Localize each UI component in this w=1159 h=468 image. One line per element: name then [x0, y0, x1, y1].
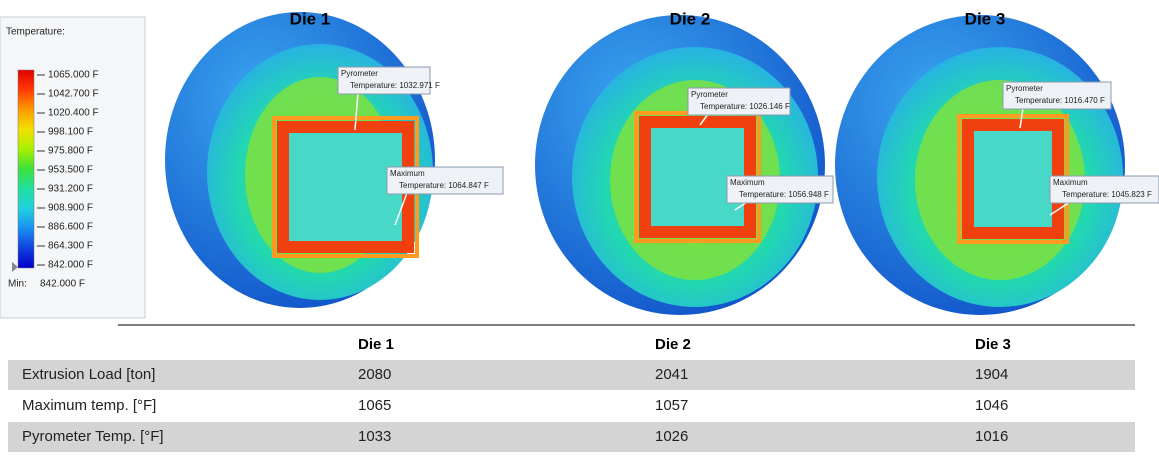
min-value: 842.000 F — [40, 279, 85, 290]
legend-label: 1020.400 F — [48, 108, 99, 119]
die-title: Die 2 — [670, 9, 711, 28]
die-frame — [968, 125, 1058, 233]
die-title: Die 3 — [965, 9, 1006, 28]
row-label: Pyrometer Temp. [°F] — [22, 428, 164, 445]
legend-label: 975.800 F — [48, 146, 93, 157]
cell: 1065 — [358, 397, 391, 414]
callout-value: Temperature: 1056.948 F — [739, 190, 829, 199]
legend-label: 908.900 F — [48, 203, 93, 214]
cell: 1057 — [655, 397, 688, 414]
cell: 2041 — [655, 366, 688, 383]
cell: 1904 — [975, 366, 1008, 383]
callout-value: Temperature: 1026.146 F — [700, 102, 790, 111]
callout-name: Pyrometer — [1006, 84, 1043, 93]
legend-label: 864.300 F — [48, 241, 93, 252]
legend-label: 953.500 F — [48, 165, 93, 176]
color-bar — [18, 70, 34, 268]
legend-label: 1065.000 F — [48, 70, 99, 81]
callout-name: Pyrometer — [341, 69, 378, 78]
callout-value: Temperature: 1064.847 F — [399, 181, 489, 190]
legend-title: Temperature: — [6, 27, 65, 38]
legend-label: 842.000 F — [48, 260, 93, 271]
legend-label: 931.200 F — [48, 184, 93, 195]
table-header: Die 2 — [655, 336, 691, 353]
cell: 1033 — [358, 428, 391, 445]
legend-label: 886.600 F — [48, 222, 93, 233]
callout-name: Maximum — [730, 178, 765, 187]
cell: 2080 — [358, 366, 391, 383]
cell: 1046 — [975, 397, 1008, 414]
table-header: Die 3 — [975, 336, 1011, 353]
row-label: Extrusion Load [ton] — [22, 366, 155, 383]
callout-value: Temperature: 1045.823 F — [1062, 190, 1152, 199]
cell: 1026 — [655, 428, 688, 445]
die-title: Die 1 — [290, 9, 331, 28]
legend-label: 1042.700 F — [48, 89, 99, 100]
legend-label: 998.100 F — [48, 127, 93, 138]
callout-name: Maximum — [390, 169, 425, 178]
callout-name: Maximum — [1053, 178, 1088, 187]
row-shade — [8, 360, 1135, 390]
callout-value: Temperature: 1032.971 F — [350, 81, 440, 90]
row-shade — [8, 422, 1135, 452]
table-header: Die 1 — [358, 336, 394, 353]
callout-value: Temperature: 1016.470 F — [1015, 96, 1105, 105]
cell: 1016 — [975, 428, 1008, 445]
callout-name: Pyrometer — [691, 90, 728, 99]
min-label: Min: — [8, 279, 27, 290]
figure: Temperature: Min: 842.000 F 1065.000 F 10… — [0, 0, 1159, 468]
row-label: Maximum temp. [°F] — [22, 397, 156, 414]
